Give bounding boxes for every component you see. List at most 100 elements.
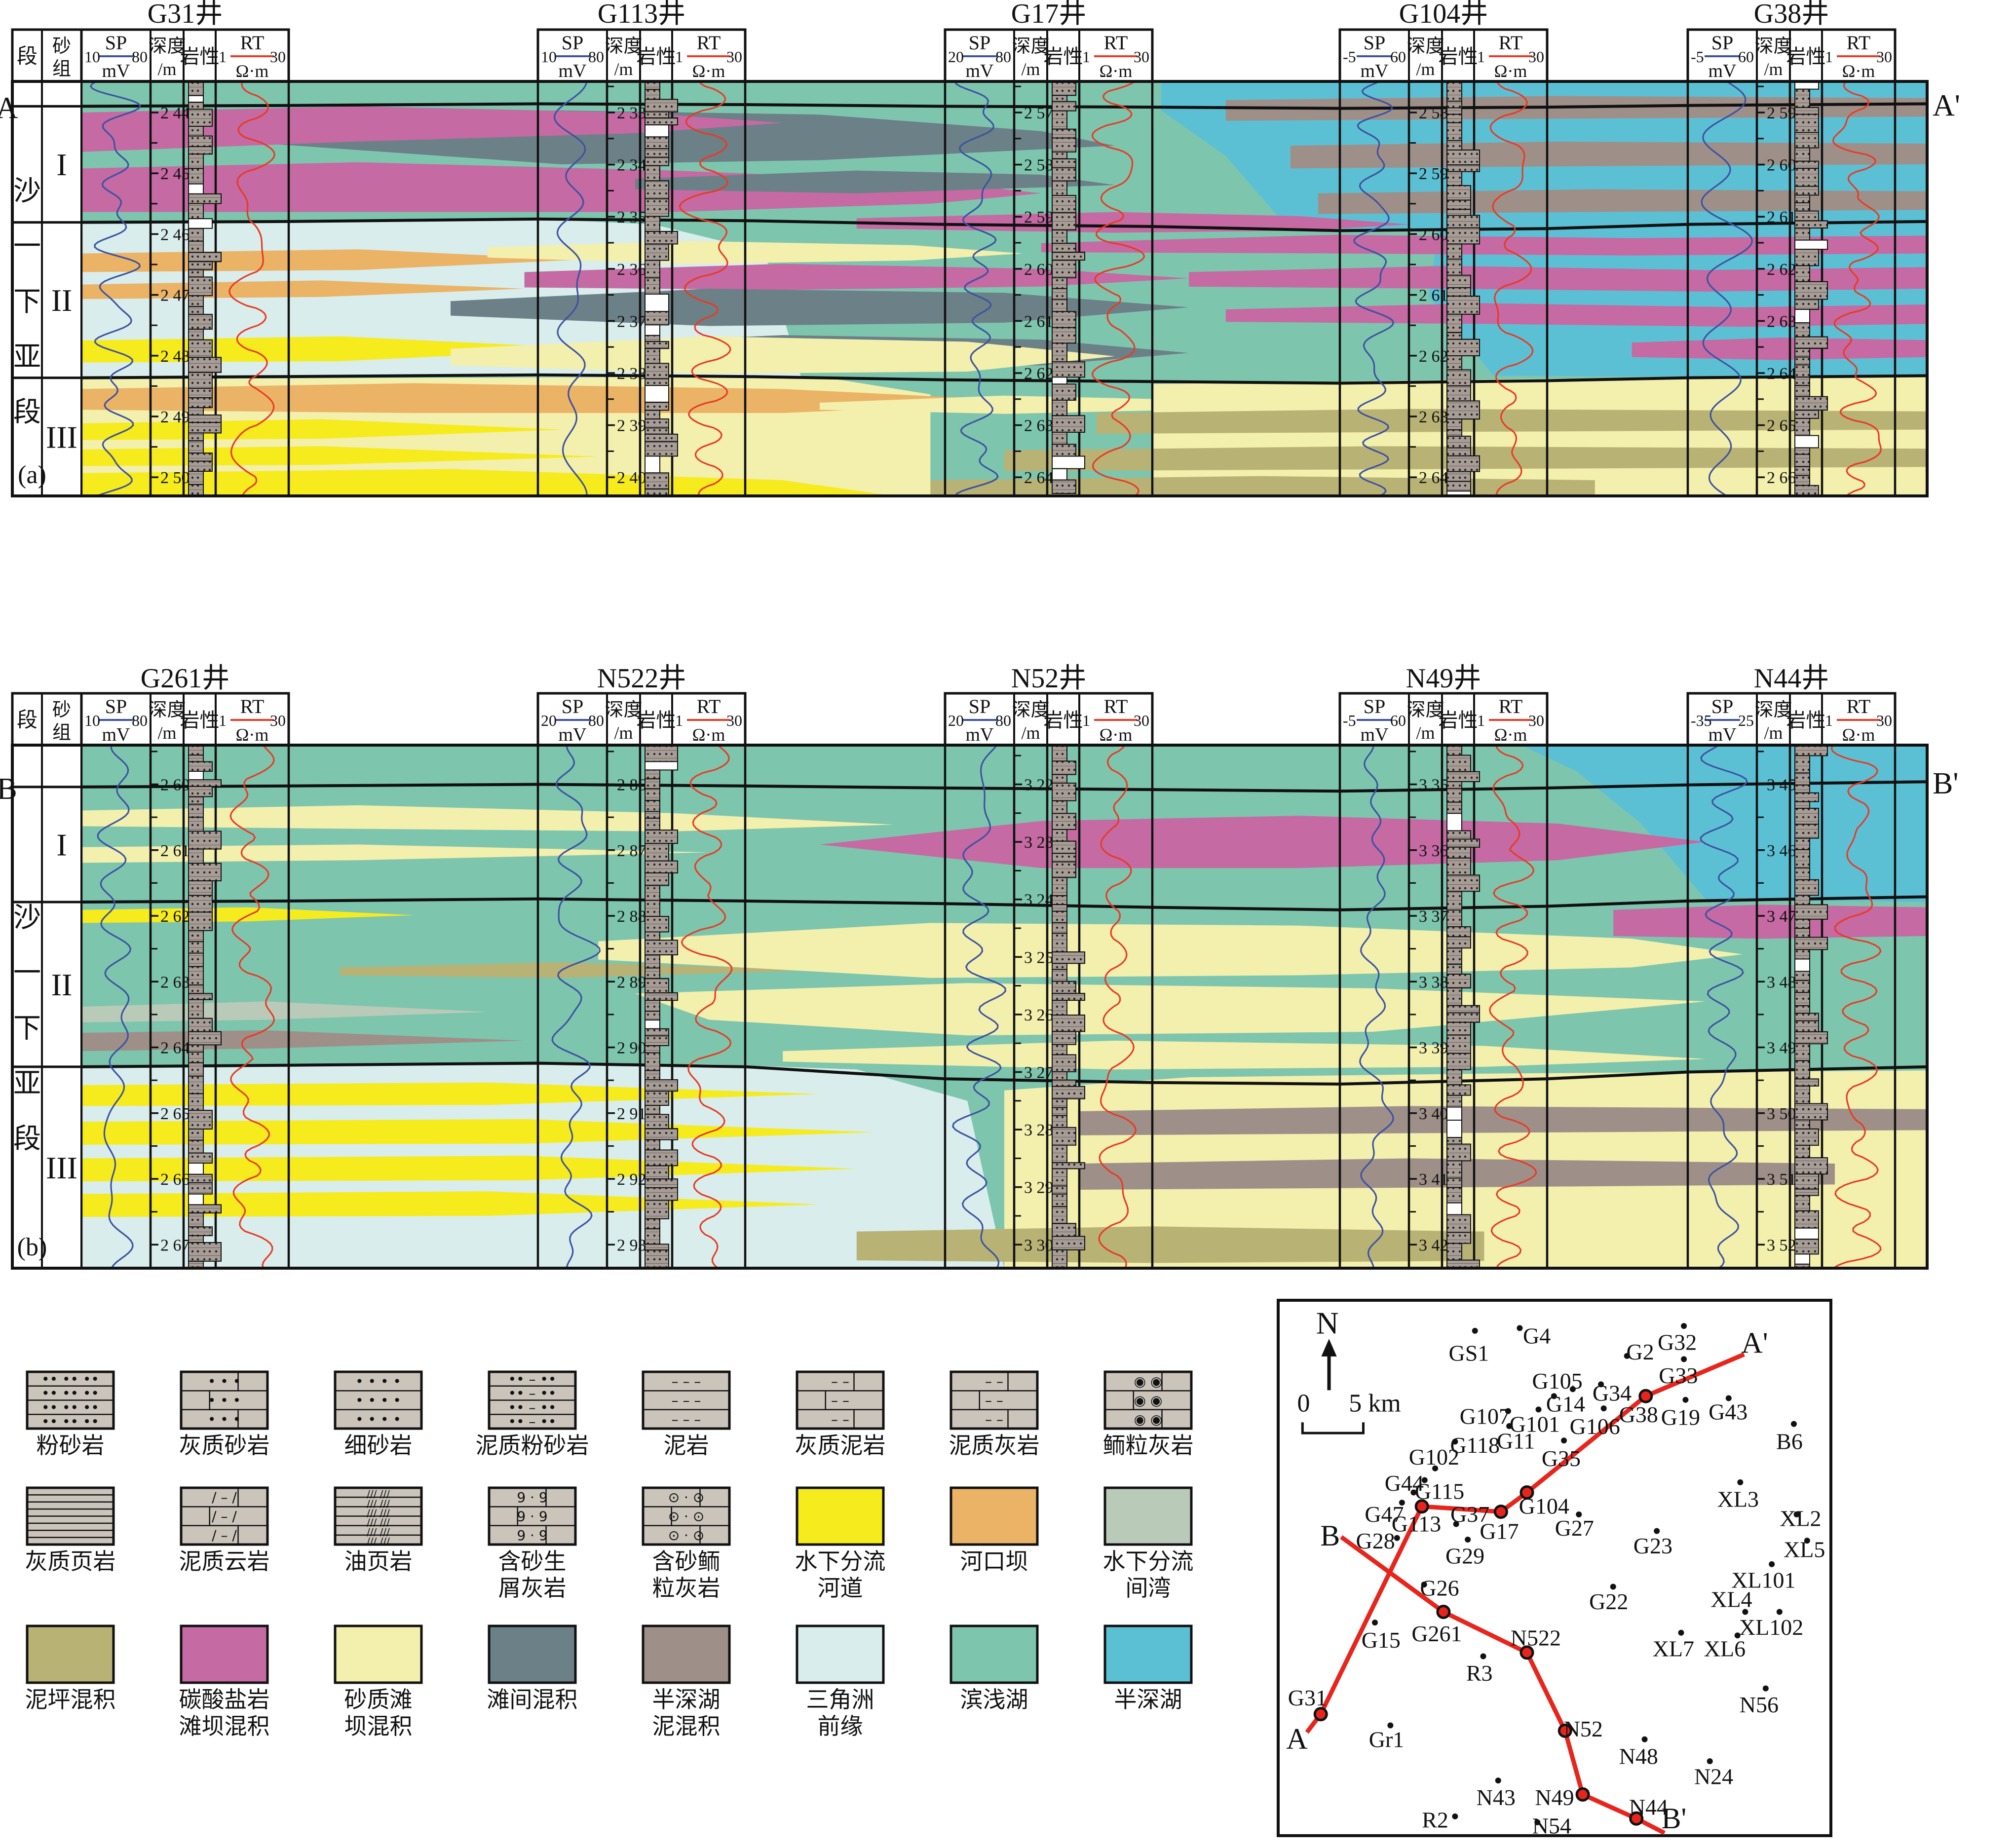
facies-band-niping <box>340 962 820 978</box>
svg-text:岩性: 岩性 <box>1786 45 1826 68</box>
svg-text:30: 30 <box>1876 48 1892 66</box>
svg-text:SP: SP <box>1711 695 1734 717</box>
svg-text:mV: mV <box>1709 61 1737 81</box>
svg-text:⊙ · ⊙: ⊙ · ⊙ <box>668 1489 705 1506</box>
lith-block <box>1794 824 1819 839</box>
lith-block <box>1446 1034 1471 1054</box>
lith-block <box>1446 813 1462 831</box>
svg-text:灰质泥岩: 灰质泥岩 <box>795 1433 886 1458</box>
lith-block <box>645 216 660 232</box>
lith-block <box>1052 277 1067 289</box>
zone-boundary <box>81 895 1928 911</box>
svg-text:60: 60 <box>1738 48 1754 66</box>
svg-text:0: 0 <box>1297 1390 1310 1418</box>
map-well-G261: G261 <box>1411 1604 1462 1646</box>
svg-text:水下分流: 水下分流 <box>795 1549 886 1574</box>
lith-block <box>1794 1043 1810 1061</box>
lith-block <box>188 1031 222 1046</box>
svg-text:G38井: G38井 <box>1754 0 1829 29</box>
lith-block <box>1052 774 1067 784</box>
lith-block <box>1052 1168 1067 1187</box>
map-well-G26: G26 <box>1420 1576 1459 1601</box>
svg-text:• • • •: • • • • <box>355 1373 401 1390</box>
svg-text:XL5: XL5 <box>1784 1537 1825 1562</box>
lith-block <box>1052 993 1085 1001</box>
svg-text:60: 60 <box>1390 48 1406 66</box>
lith-block <box>1052 800 1067 814</box>
svg-text:G118: G118 <box>1450 1433 1500 1458</box>
lith-block <box>1052 479 1076 494</box>
svg-text:XL102: XL102 <box>1739 1615 1803 1640</box>
rt-curve <box>1489 81 1534 496</box>
svg-text:岩性: 岩性 <box>637 45 676 68</box>
lith-block <box>1052 229 1067 244</box>
lith-block <box>1794 980 1810 993</box>
svg-text:间湾: 间湾 <box>1126 1576 1171 1601</box>
svg-text:30: 30 <box>1134 48 1149 66</box>
lith-block <box>188 102 204 110</box>
lith-block <box>1446 113 1462 123</box>
svg-text:N24: N24 <box>1694 1764 1733 1789</box>
svg-text:9 · 9: 9 · 9 <box>517 1527 547 1544</box>
svg-text:河口坝: 河口坝 <box>960 1549 1028 1574</box>
lith-block <box>1794 1210 1819 1229</box>
svg-text:Ω·m: Ω·m <box>1494 61 1527 81</box>
svg-text:B: B <box>1320 1519 1340 1552</box>
svg-text:G14: G14 <box>1546 1391 1585 1416</box>
lith-block <box>188 314 213 330</box>
lith-block <box>645 778 660 790</box>
facies-band-tanba_sand <box>487 241 1023 264</box>
svg-text:G106: G106 <box>1570 1414 1620 1439</box>
svg-text:一: 一 <box>13 958 41 988</box>
map-well-G29: G29 <box>1445 1536 1484 1569</box>
svg-text:G15: G15 <box>1362 1627 1401 1653</box>
lith-block <box>1446 332 1462 340</box>
svg-text:N44井: N44井 <box>1754 663 1829 694</box>
svg-text:深度: 深度 <box>148 700 186 720</box>
lith-block <box>1794 210 1819 222</box>
svg-text:30: 30 <box>1876 712 1892 729</box>
lith-block <box>1794 792 1819 802</box>
svg-text:G32: G32 <box>1658 1330 1697 1355</box>
lith-block <box>1794 1103 1828 1121</box>
lith-block <box>645 761 678 771</box>
lith-block <box>1794 928 1810 938</box>
left-columns: 段砂组IIIIII沙一下亚段 <box>11 28 83 496</box>
lith-block <box>188 388 213 398</box>
map-well-G2: G2 <box>1624 1339 1654 1364</box>
lith-block <box>188 830 222 850</box>
lith-block <box>188 1212 204 1228</box>
sp-curve <box>1359 745 1394 1269</box>
svg-text:滩间混积: 滩间混积 <box>487 1687 578 1712</box>
facies-band-tanba_carb <box>856 212 1410 233</box>
svg-text:N43: N43 <box>1477 1785 1516 1810</box>
lith-block <box>1794 895 1810 905</box>
lith-block <box>188 941 204 954</box>
lith-block <box>1446 471 1471 482</box>
lith-block <box>188 218 213 229</box>
svg-text:岩性: 岩性 <box>1044 45 1083 68</box>
lith-block <box>1446 185 1471 201</box>
svg-text:/m: /m <box>1764 723 1783 743</box>
svg-text:1: 1 <box>1477 48 1485 66</box>
svg-text:SP: SP <box>1364 695 1386 717</box>
lith-block <box>1794 1195 1810 1211</box>
lith-block <box>645 931 660 941</box>
svg-text:SP: SP <box>969 32 991 54</box>
lith-block <box>188 1242 222 1262</box>
svg-text:G113: G113 <box>1392 1511 1442 1536</box>
svg-text:岩性: 岩性 <box>1786 709 1826 731</box>
facies-band-niping <box>930 476 1595 496</box>
lith-block <box>1794 971 1810 981</box>
lith-block <box>188 240 204 253</box>
svg-text:岩性: 岩性 <box>180 45 220 68</box>
svg-text:RT: RT <box>1104 32 1128 54</box>
lith-block <box>1052 158 1076 168</box>
map-well-G104: G104 <box>1519 1485 1569 1519</box>
lith-block <box>188 754 204 762</box>
svg-text:80: 80 <box>132 48 148 66</box>
